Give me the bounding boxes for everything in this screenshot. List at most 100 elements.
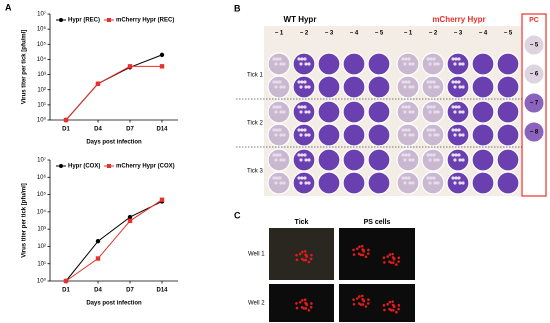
fluorescent-cell	[360, 294, 364, 298]
plaque	[429, 128, 433, 132]
control-well	[523, 34, 545, 56]
dilution-label: − 4	[479, 31, 488, 37]
well	[317, 123, 341, 147]
marker	[95, 256, 101, 261]
plaque	[272, 153, 276, 157]
fluorescent-cell	[391, 261, 395, 264]
plaque	[304, 62, 308, 66]
well	[496, 171, 520, 195]
plaque	[304, 158, 308, 162]
plaque	[454, 105, 458, 109]
plaque	[303, 80, 307, 84]
plaque	[297, 57, 301, 61]
plaque	[401, 80, 405, 84]
well	[496, 52, 520, 76]
plaque	[404, 176, 408, 180]
plaque	[426, 176, 430, 180]
x-tick-label: D14	[156, 288, 168, 294]
plaque	[404, 57, 408, 61]
marker	[63, 278, 69, 284]
fluorescent-cell	[361, 248, 364, 251]
marker	[127, 214, 133, 220]
fluorescent-cell	[391, 256, 395, 259]
fluorescent-cell	[386, 302, 390, 306]
plaque	[453, 85, 457, 89]
panel-label: A	[5, 2, 12, 12]
fluorescent-cell	[367, 248, 370, 252]
fluorescent-cell	[358, 245, 361, 249]
plaque	[279, 62, 283, 66]
plaque	[404, 105, 408, 109]
x-tick-label: D4	[94, 127, 102, 133]
fluorescent-cell	[303, 250, 307, 253]
well	[446, 75, 470, 99]
well	[367, 75, 391, 99]
plaque	[461, 133, 465, 137]
well	[317, 100, 341, 124]
well	[342, 123, 366, 147]
plaque	[454, 128, 458, 132]
well	[421, 171, 445, 195]
y-tick-label: 10¹	[37, 102, 46, 108]
y-tick-label: 10⁰	[37, 278, 47, 285]
plaque	[403, 62, 407, 66]
plaque	[408, 62, 412, 66]
plaque	[272, 128, 276, 132]
row-label: Tick 2	[247, 121, 263, 127]
well	[342, 52, 366, 76]
y-tick-label: 10⁶	[37, 26, 47, 33]
fluorescent-cell	[352, 248, 355, 252]
plaque	[457, 176, 461, 180]
plaque	[436, 62, 440, 66]
plaque	[297, 128, 301, 132]
plaque	[408, 158, 412, 162]
plaque	[432, 153, 436, 157]
fluorescent-cell	[364, 255, 368, 259]
plaque	[458, 133, 462, 137]
plaque	[432, 128, 436, 132]
fluorescent-cell	[366, 252, 370, 256]
plaque	[454, 176, 458, 180]
fluorescent-cell	[295, 302, 298, 305]
plaque	[432, 105, 436, 109]
fluorescent-cell	[395, 310, 398, 314]
series-line	[65, 201, 163, 282]
plaque	[275, 176, 279, 180]
plaque	[457, 128, 461, 132]
well	[317, 148, 341, 172]
well	[396, 171, 420, 195]
plaque	[299, 133, 303, 137]
y-tick-label: 10⁴	[37, 56, 47, 63]
plaque	[428, 62, 432, 66]
fluorescent-cell	[360, 244, 364, 248]
well	[267, 100, 291, 124]
group-title: mCherry Hypr	[432, 15, 485, 24]
control-box	[521, 13, 547, 197]
well	[471, 171, 495, 195]
well	[267, 123, 291, 147]
plaque	[426, 57, 430, 61]
plaque	[426, 105, 430, 109]
plaque	[282, 158, 286, 162]
plaque	[451, 80, 455, 84]
y-tick-label: 10⁰	[37, 117, 47, 124]
plaque	[282, 181, 286, 185]
fluorescent-cell	[310, 302, 313, 305]
row-label: Tick 3	[247, 169, 263, 175]
well	[317, 171, 341, 195]
x-axis-label: Days post infection	[86, 140, 142, 146]
plaque	[428, 181, 432, 185]
micrograph	[339, 284, 415, 322]
y-tick-label: 10²	[37, 87, 46, 93]
plaque	[426, 153, 430, 157]
plaque	[429, 153, 433, 157]
fluorescent-cell	[361, 303, 365, 306]
plaque	[275, 57, 279, 61]
fluorescent-cell	[391, 303, 395, 307]
control-well	[523, 121, 545, 143]
x-axis-label: Days post infection	[86, 301, 142, 307]
plaque	[436, 85, 440, 89]
legend-label: mCherry Hypr (COX)	[116, 164, 175, 170]
panel-label: C	[234, 210, 241, 220]
